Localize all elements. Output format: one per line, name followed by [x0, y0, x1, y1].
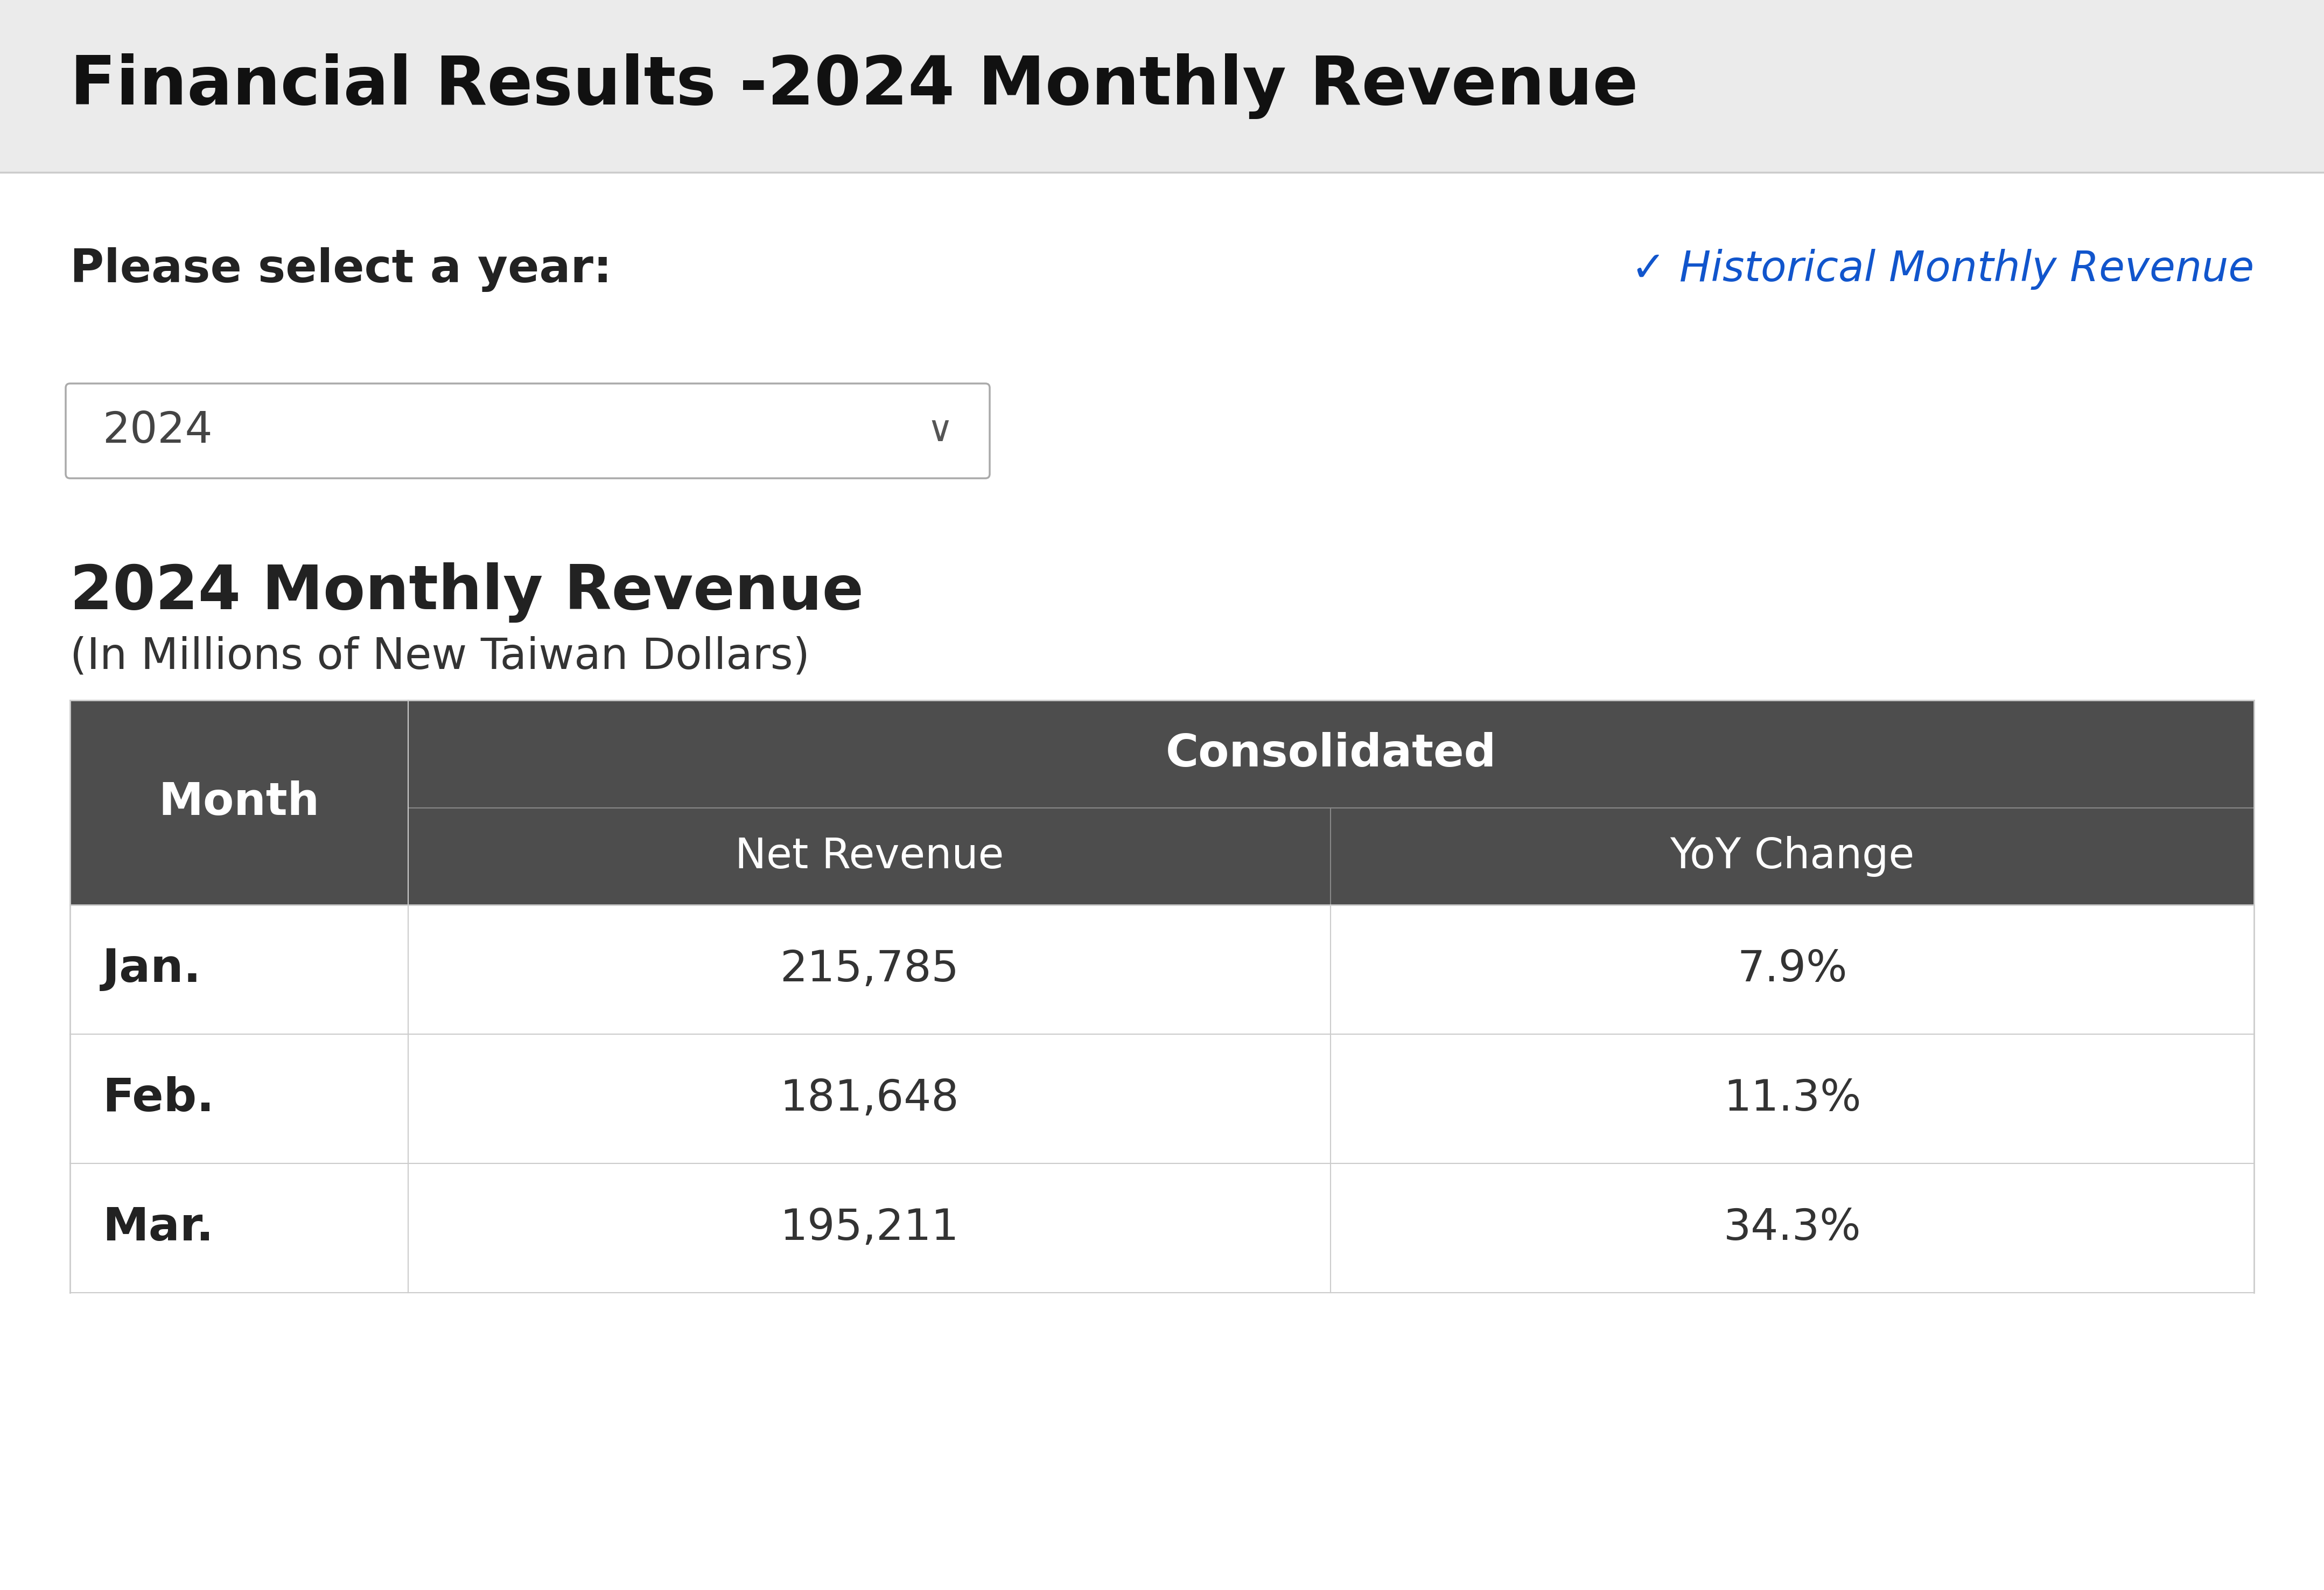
Text: ✓ Historical Monthly Revenue: ✓ Historical Monthly Revenue — [1631, 250, 2254, 289]
Text: Feb.: Feb. — [102, 1076, 214, 1121]
Text: 34.3%: 34.3% — [1724, 1207, 1862, 1250]
Text: Please select a year:: Please select a year: — [70, 246, 611, 291]
Bar — [1332, 808, 2254, 905]
Bar — [0, 0, 2324, 172]
Text: 195,211: 195,211 — [781, 1207, 960, 1250]
Text: Financial Results -2024 Monthly Revenue: Financial Results -2024 Monthly Revenue — [70, 54, 1638, 119]
Text: 181,648: 181,648 — [781, 1078, 960, 1119]
Text: Jan.: Jan. — [102, 948, 202, 992]
Text: 7.9%: 7.9% — [1736, 949, 1848, 991]
Text: 215,785: 215,785 — [781, 949, 960, 991]
Bar — [409, 700, 2254, 808]
Text: (In Millions of New Taiwan Dollars): (In Millions of New Taiwan Dollars) — [70, 636, 809, 677]
Text: Consolidated: Consolidated — [1167, 733, 1497, 776]
FancyBboxPatch shape — [65, 383, 990, 479]
Text: 2024 Monthly Revenue: 2024 Monthly Revenue — [70, 563, 865, 623]
Text: 11.3%: 11.3% — [1724, 1078, 1862, 1119]
Text: YoY Change: YoY Change — [1671, 836, 1915, 876]
Bar — [409, 808, 1332, 905]
Text: Net Revenue: Net Revenue — [734, 836, 1004, 876]
Bar — [70, 700, 409, 905]
Text: 2024: 2024 — [102, 410, 211, 452]
Text: ∨: ∨ — [927, 413, 953, 448]
Text: Mar.: Mar. — [102, 1205, 214, 1250]
Text: Month: Month — [158, 781, 321, 824]
